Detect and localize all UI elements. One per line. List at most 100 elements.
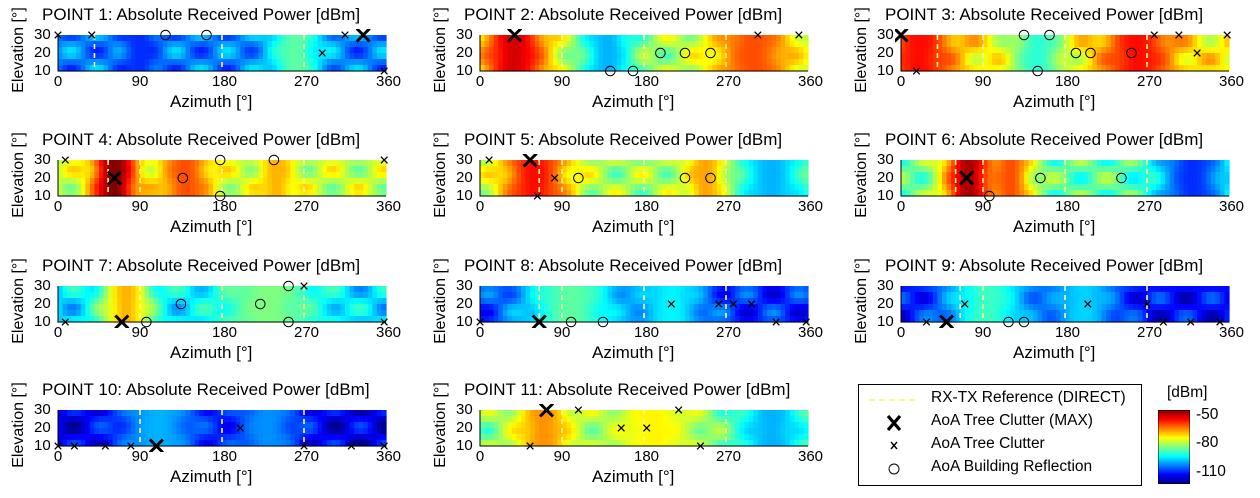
heatmap-cell <box>1097 41 1102 48</box>
heatmap-cell <box>658 298 663 305</box>
heatmap-cell <box>735 160 740 167</box>
heatmap-cell <box>181 59 186 66</box>
heatmap-cell <box>667 41 672 48</box>
heatmap-cell <box>910 172 915 179</box>
heatmap-cell <box>149 166 154 173</box>
heatmap-cell <box>594 298 599 305</box>
heatmap-cell <box>485 184 490 191</box>
heatmap-cell <box>199 172 204 179</box>
heatmap-cell <box>158 184 163 191</box>
heatmap-cell <box>122 422 127 429</box>
heatmap-cell <box>108 292 113 299</box>
heatmap-cell <box>653 298 658 305</box>
heatmap-cell <box>965 47 970 54</box>
heatmap-cell <box>99 298 104 305</box>
heatmap-cell <box>340 304 345 311</box>
heatmap-cell <box>1092 172 1097 179</box>
heatmap-cell <box>1188 41 1193 48</box>
heatmap-cell <box>1120 310 1125 317</box>
heatmap-cell <box>231 298 236 305</box>
heatmap-cell <box>1224 160 1229 167</box>
heatmap-cell <box>767 35 772 42</box>
heatmap-cell <box>381 286 386 293</box>
heatmap-cell <box>345 160 350 167</box>
heatmap-cell <box>772 422 777 429</box>
heatmap-cell <box>231 310 236 317</box>
heatmap-cell <box>327 304 332 311</box>
heatmap-cell <box>309 184 314 191</box>
heatmap-cell <box>1115 53 1120 60</box>
heatmap-cell <box>594 422 599 429</box>
heatmap-cell <box>969 59 974 66</box>
heatmap-cell <box>498 286 503 293</box>
heatmap-cell <box>603 434 608 441</box>
heatmap-cell <box>635 59 640 66</box>
heatmap-cell <box>99 428 104 435</box>
heatmap-cell <box>974 47 979 54</box>
heatmap-cell <box>1206 166 1211 173</box>
heatmap-cell <box>1129 160 1134 167</box>
heatmap-cell <box>258 416 263 423</box>
heatmap-cell <box>199 166 204 173</box>
heatmap-cell <box>1024 286 1029 293</box>
heatmap-cell <box>526 434 531 441</box>
heatmap-cell <box>90 178 95 185</box>
heatmap-cell <box>906 292 911 299</box>
heatmap-cell <box>680 310 685 317</box>
heatmap-cell <box>608 59 613 66</box>
heatmap-cell <box>363 53 368 60</box>
heatmap-cell <box>295 422 300 429</box>
heatmap-cell <box>336 304 341 311</box>
heatmap-cell <box>331 35 336 42</box>
heatmap-cell <box>359 298 364 305</box>
heatmap-cell <box>974 172 979 179</box>
heatmap-cell <box>318 184 323 191</box>
heatmap-cell <box>585 298 590 305</box>
heatmap-cell <box>190 35 195 42</box>
heatmap-cell <box>494 292 499 299</box>
heatmap-cell <box>363 292 368 299</box>
heatmap-cell <box>915 47 920 54</box>
heatmap-cell <box>749 416 754 423</box>
heatmap-cell <box>76 428 81 435</box>
heatmap-cell <box>712 59 717 66</box>
heatmap-cell <box>708 416 713 423</box>
heatmap-cell <box>992 310 997 317</box>
heatmap-cell <box>345 298 350 305</box>
heatmap-cell <box>708 59 713 66</box>
heatmap-cell <box>231 59 236 66</box>
heatmap-cell <box>731 172 736 179</box>
heatmap-cell <box>240 184 245 191</box>
heatmap-cell <box>190 434 195 441</box>
heatmap-cell <box>580 434 585 441</box>
heatmap-cell <box>901 286 906 293</box>
heatmap-cell <box>377 304 382 311</box>
heatmap-cell <box>1124 286 1129 293</box>
heatmap-cell <box>359 304 364 311</box>
heatmap-cell <box>781 292 786 299</box>
heatmap-cell <box>313 434 318 441</box>
heatmap-cell <box>1124 59 1129 66</box>
heatmap-cell <box>762 35 767 42</box>
heatmap-cell <box>942 292 947 299</box>
heatmap-cell <box>649 47 654 54</box>
heatmap-cell <box>190 286 195 293</box>
heatmap-cell <box>240 292 245 299</box>
heatmap-cell <box>67 53 72 60</box>
heatmap-cell <box>494 160 499 167</box>
heatmap-cell <box>363 310 368 317</box>
heatmap-cell <box>122 292 127 299</box>
heatmap-cell <box>680 286 685 293</box>
heatmap-cell <box>99 304 104 311</box>
heatmap-cell <box>928 286 933 293</box>
heatmap-cell <box>327 434 332 441</box>
heatmap-cell <box>377 172 382 179</box>
heatmap-cell <box>204 292 209 299</box>
heatmap-cell <box>313 47 318 54</box>
heatmap-cell <box>331 292 336 299</box>
heatmap-cell <box>947 41 952 48</box>
heatmap-cell <box>753 286 758 293</box>
heatmap-cell <box>263 160 268 167</box>
heatmap-cell <box>231 172 236 179</box>
heatmap-cell <box>485 53 490 60</box>
